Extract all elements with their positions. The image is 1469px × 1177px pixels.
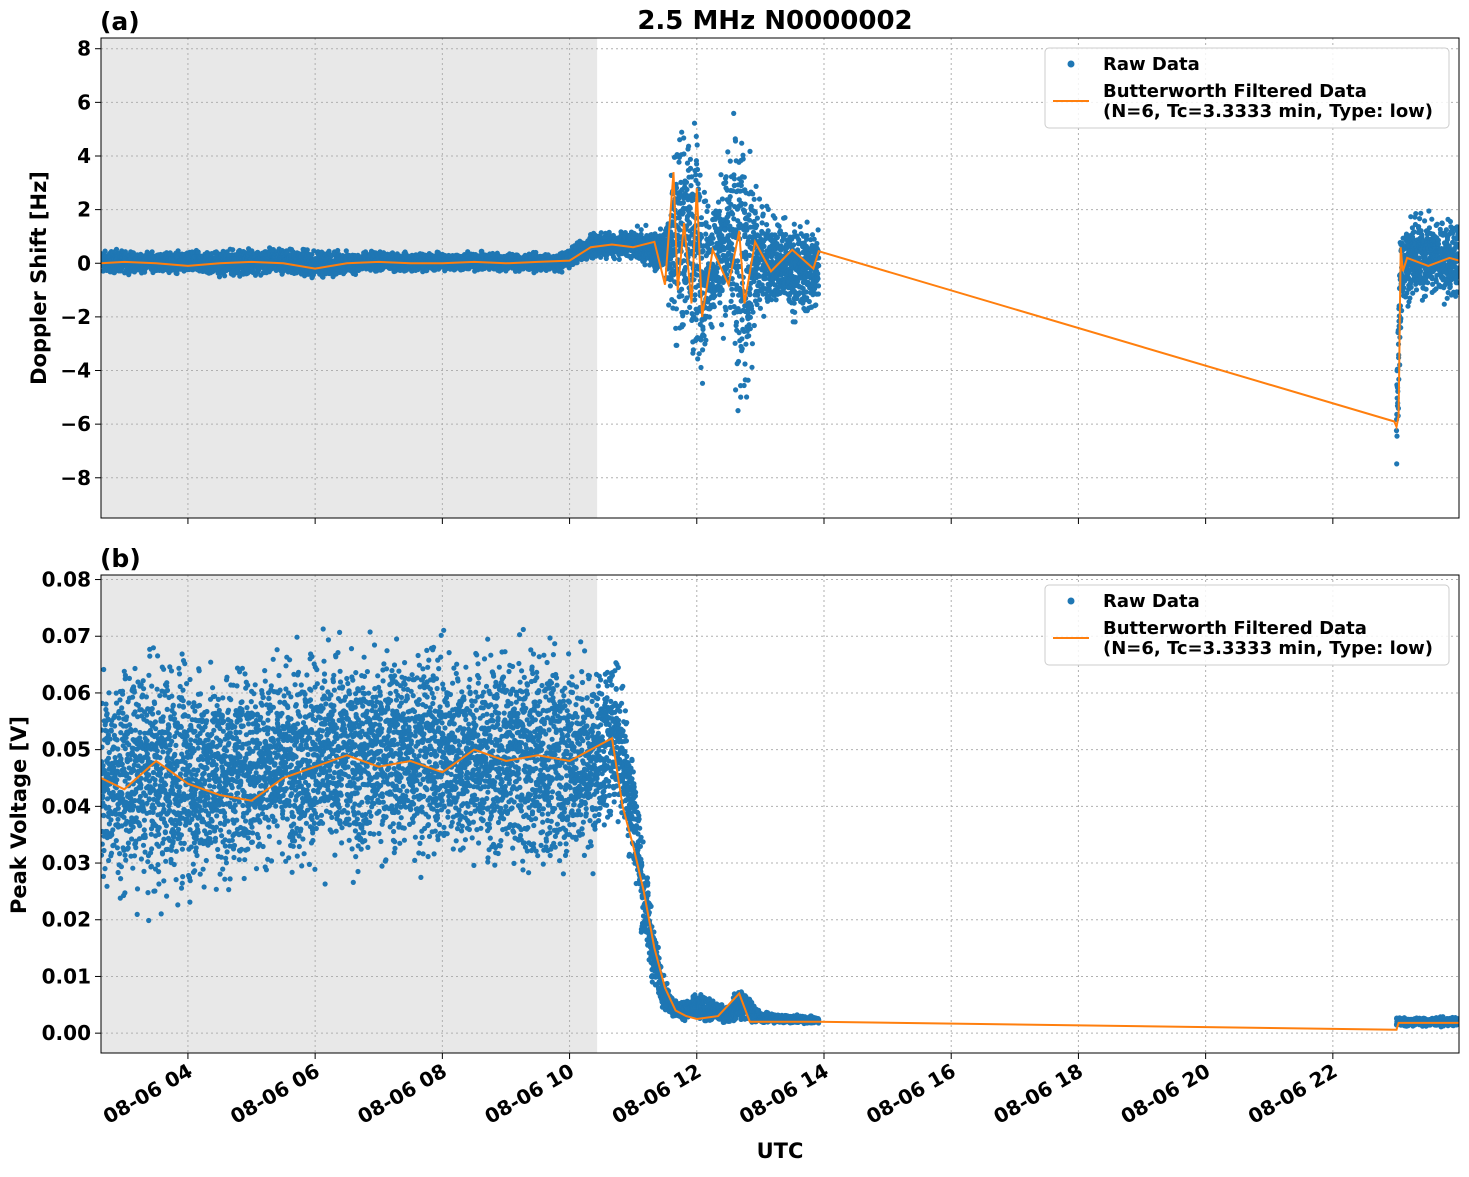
- raw-point: [230, 247, 235, 252]
- y-tick-label: 4: [77, 144, 91, 168]
- y-tick-label: −8: [60, 466, 91, 490]
- figure-title: 2.5 MHz N0000002: [637, 6, 912, 36]
- raw-point: [559, 269, 564, 274]
- panel-label-a: (a): [100, 7, 140, 36]
- y-axis-label-doppler: Doppler Shift [Hz]: [27, 171, 51, 385]
- raw-point: [612, 256, 617, 261]
- panel-doppler: (a) Doppler Shift [Hz] −8−6−4−202468Raw …: [27, 7, 1462, 524]
- raw-point: [222, 273, 227, 278]
- y-tick-label: 6: [77, 90, 91, 114]
- y-tick-label: 0: [77, 251, 91, 275]
- raw-point: [617, 257, 622, 262]
- y-tick-label: 8: [77, 37, 91, 61]
- raw-point: [103, 249, 108, 254]
- y-tick-label: −6: [60, 412, 91, 436]
- y-tick-label: −2: [60, 305, 91, 329]
- raw-point: [305, 247, 310, 252]
- shaded-region: [101, 38, 597, 518]
- y-tick-label: −4: [60, 359, 91, 383]
- y-tick-label: 2: [77, 198, 91, 222]
